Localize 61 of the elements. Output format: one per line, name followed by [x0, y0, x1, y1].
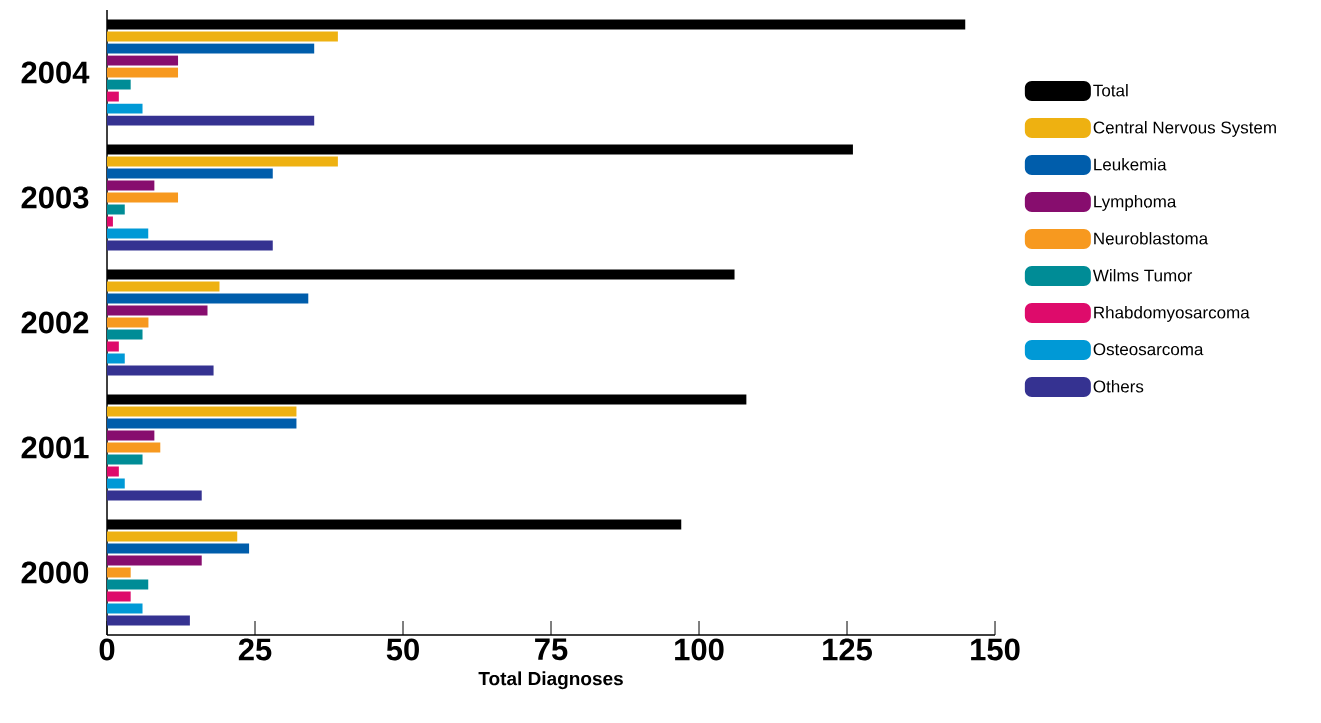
legend-label: Total — [1093, 84, 1128, 97]
x-tick-label: 100 — [675, 638, 724, 661]
bar — [107, 192, 179, 203]
bar — [107, 615, 190, 626]
bar — [107, 67, 179, 78]
bar — [107, 579, 149, 590]
bar — [107, 418, 297, 429]
legend-label: Wilms Tumor — [1092, 269, 1193, 282]
bar — [107, 365, 214, 376]
y-tick-label: 2002 — [21, 311, 89, 334]
bar — [107, 228, 149, 239]
bar — [107, 478, 125, 489]
bar — [107, 567, 131, 578]
bar — [107, 281, 220, 292]
x-tick-label: 150 — [971, 638, 1020, 661]
bar — [107, 293, 309, 304]
y-tick-label: 2003 — [21, 186, 89, 209]
legend-label: Neuroblastoma — [1094, 232, 1209, 245]
bar — [107, 329, 143, 340]
bar — [107, 430, 155, 441]
bar — [107, 466, 119, 477]
bar — [107, 180, 155, 191]
x-tick-label: 75 — [535, 638, 568, 661]
bar — [107, 454, 143, 465]
legend-label: Lymphoma — [1094, 195, 1177, 211]
bar — [107, 156, 338, 167]
bar — [107, 55, 179, 66]
y-tick-label: 2001 — [21, 436, 89, 459]
legend-label: Central Nervous System — [1093, 121, 1276, 137]
bar — [107, 31, 338, 42]
bar — [107, 115, 315, 126]
legend-label: Leukemia — [1094, 158, 1167, 171]
bar — [107, 341, 119, 352]
bar — [107, 103, 143, 114]
legend-label: Rhabdomyosarcoma — [1094, 306, 1250, 322]
bar — [107, 353, 125, 364]
bar — [107, 204, 125, 215]
x-tick-label: 125 — [823, 638, 872, 661]
x-tick-label: 25 — [238, 638, 272, 661]
y-tick-label: 2004 — [21, 61, 90, 84]
bar — [107, 442, 161, 453]
bar — [107, 531, 238, 542]
bar — [107, 240, 273, 251]
x-axis-title: Total Diagnoses — [478, 671, 623, 690]
legend-label: Osteosarcoma — [1093, 343, 1204, 356]
bar — [107, 406, 297, 417]
x-tick-label: 0 — [99, 638, 115, 661]
bar — [107, 168, 273, 179]
legend-label: Others — [1093, 380, 1144, 393]
y-tick-label: 2000 — [21, 561, 89, 584]
bar — [107, 543, 250, 554]
x-tick-label: 50 — [386, 638, 419, 661]
bar — [107, 591, 131, 602]
bar — [107, 490, 202, 501]
bar — [107, 555, 202, 566]
bar — [107, 603, 143, 614]
bar — [107, 91, 119, 102]
bar — [107, 317, 149, 328]
bar — [107, 305, 208, 316]
bar — [107, 43, 315, 54]
bar — [107, 79, 131, 90]
